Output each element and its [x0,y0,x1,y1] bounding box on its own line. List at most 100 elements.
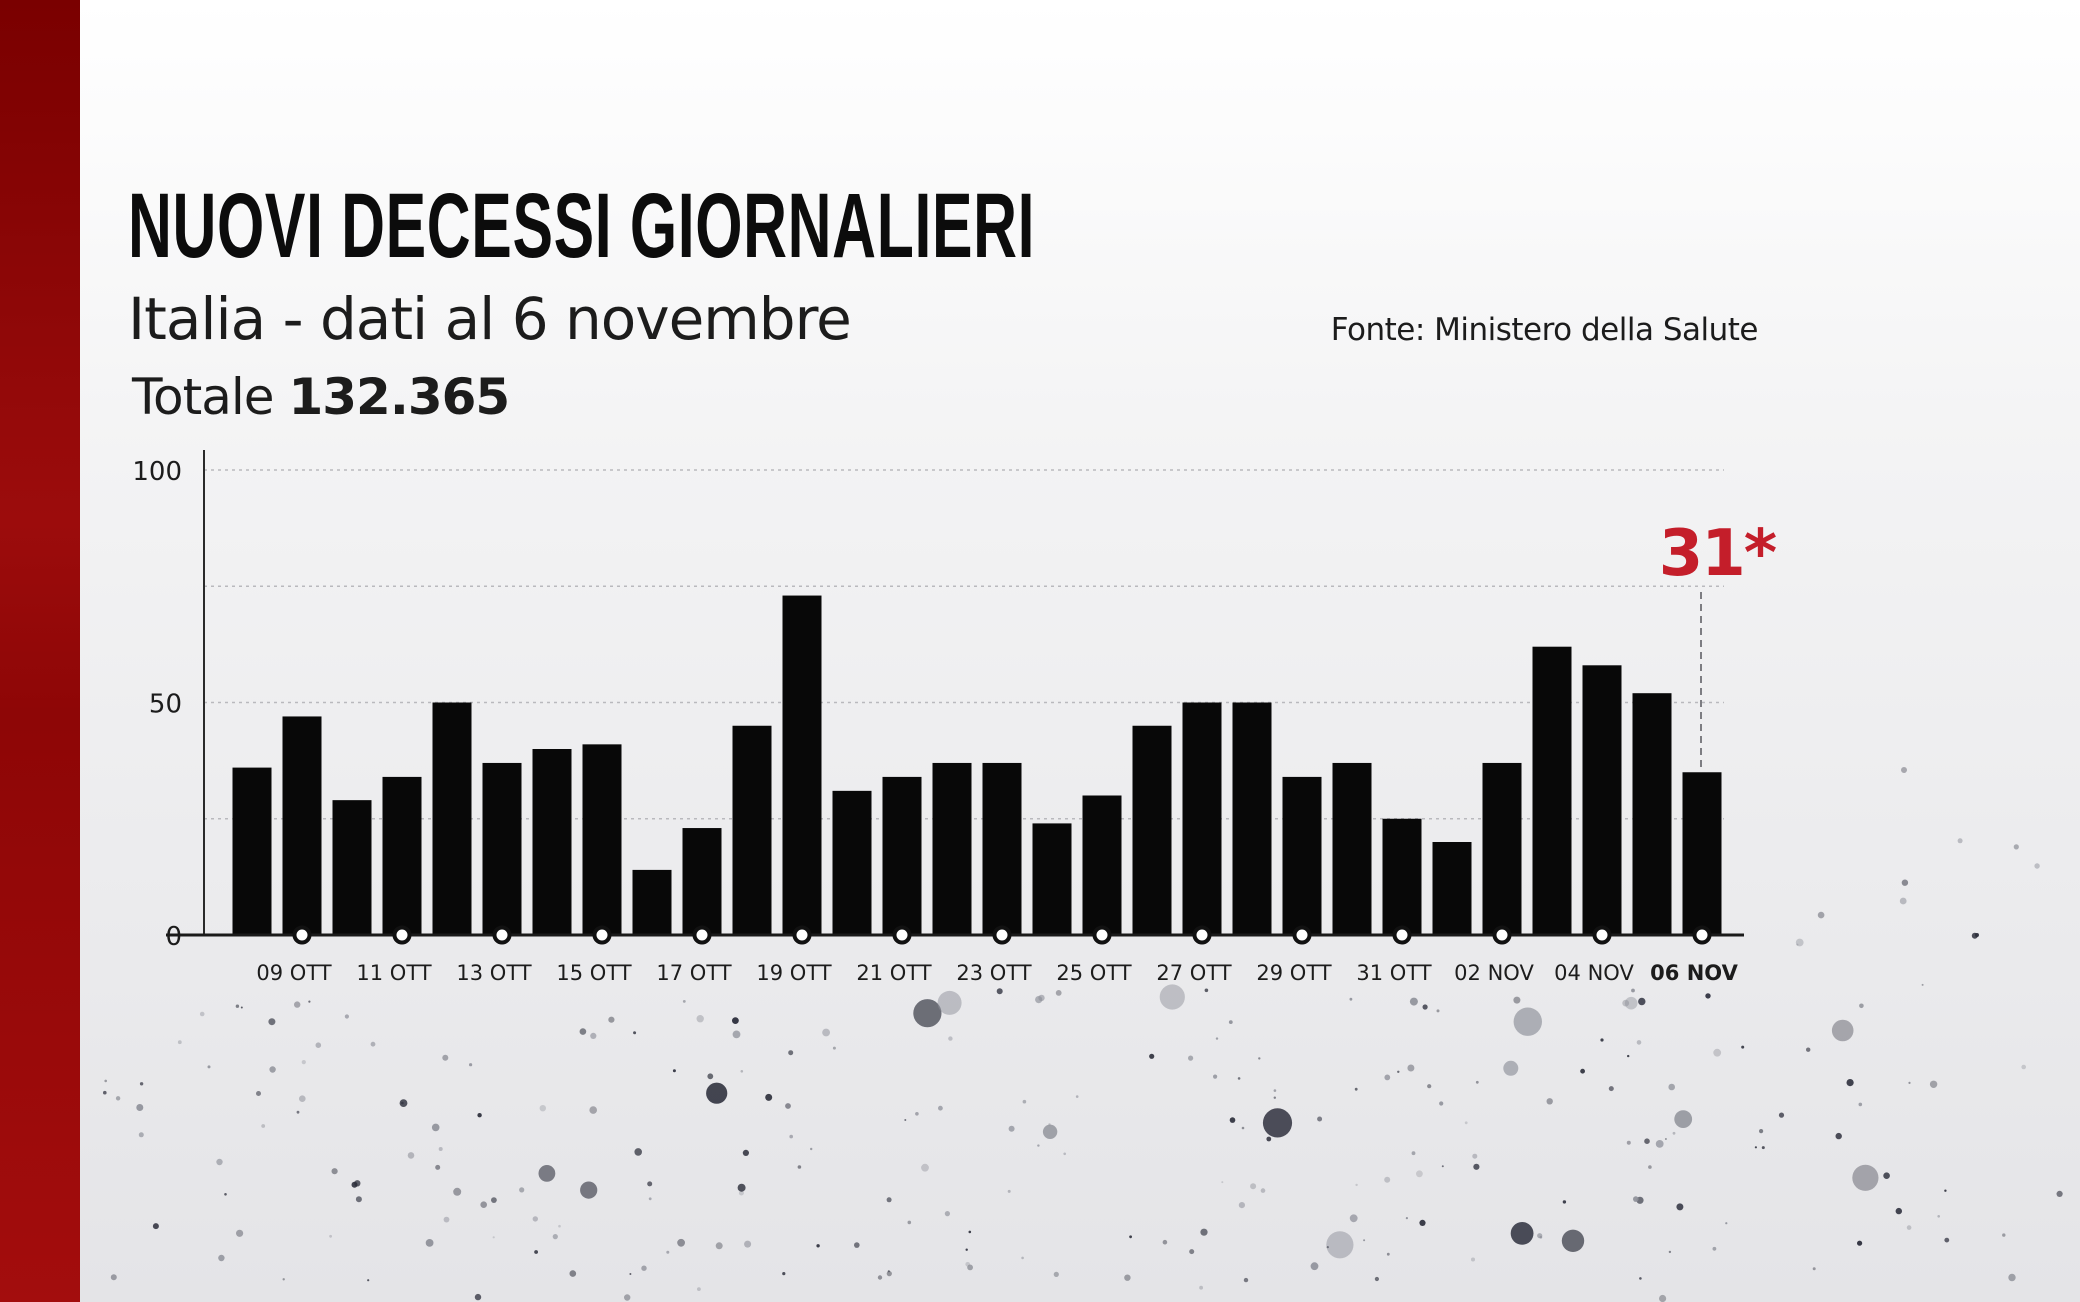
speckle-dot [1386,1252,1390,1256]
speckle-dot [1441,1165,1444,1168]
speckle-dot [580,1181,598,1199]
speckle-dot [1631,988,1635,993]
speckle-dot [965,1262,970,1267]
bar [382,776,422,935]
speckle-dot [1229,1117,1236,1123]
speckle-dot [152,1223,159,1230]
bar [232,767,272,935]
speckle-dot [937,990,962,1015]
bar [282,716,322,935]
speckle-dot [1260,1188,1266,1193]
bar [582,744,622,935]
speckle-dot [1409,997,1418,1006]
speckle-dot [2013,844,2019,850]
speckle-dot [765,1093,773,1101]
speckle-dot [1221,1181,1224,1184]
speckle-dot [737,1183,746,1192]
bar [882,776,922,935]
bar [1132,725,1172,935]
speckle-dot [624,1294,631,1301]
speckle-dot [1672,1131,1676,1135]
speckle-dot [1895,1207,1903,1215]
x-tick-label: 17 OTT [656,961,731,985]
speckle-dot [965,1248,968,1251]
speckle-dot [1608,1086,1614,1092]
speckle-dot [110,1274,117,1281]
speckle-dot [1906,1225,1912,1230]
speckle-dot [1636,1040,1642,1045]
speckle-dot [1859,1003,1864,1009]
speckle-dot [1513,996,1521,1004]
speckle-dot [887,1270,890,1273]
speckle-dot [1237,1077,1241,1080]
speckle-dot [968,1230,972,1234]
speckle-dot [590,1032,597,1039]
speckle-dot [1929,1080,1938,1089]
speckle-dot [469,1063,473,1067]
x-tick-marker [592,925,612,945]
x-tick-marker [892,925,912,945]
bar [1632,693,1672,935]
speckle-dot [1250,1183,1257,1190]
speckle-dot [1944,1189,1947,1192]
bar [1032,823,1072,935]
speckle-dot [136,1104,144,1111]
speckle-dot [1761,1146,1765,1150]
speckle-dot [1510,1222,1534,1245]
bar [332,800,372,935]
speckle-dot [177,1040,182,1045]
speckle-dot [1258,1057,1261,1060]
speckle-dot [1812,1267,1816,1271]
speckle-dot [480,1201,488,1208]
bar [1582,665,1622,935]
speckle-dot [967,1264,973,1271]
speckle-dot [1846,1079,1854,1087]
x-tick-label: 11 OTT [356,961,431,985]
speckle-dot [915,1112,919,1116]
speckle-dot [1055,990,1062,996]
speckle-dot [1921,983,1924,986]
speckle-dot [477,1113,482,1118]
speckle-dot [261,1124,266,1128]
speckle-dot [1664,1138,1667,1140]
speckle-dot [425,1239,434,1247]
speckle-dot [367,1279,370,1282]
bar [1382,818,1422,935]
speckle-dot [782,1272,786,1276]
source-credit: Fonte: Ministero della Salute [1330,312,1759,348]
speckle-dot [1326,1231,1354,1259]
speckle-dot [1852,1164,1879,1191]
speckle-dot [532,1216,538,1222]
speckle-dot [1129,1235,1132,1239]
speckle-dot [139,1082,144,1086]
speckle-dot [299,1095,306,1102]
speckle-dot [1243,1277,1249,1283]
speckle-dot [1562,1200,1567,1204]
speckle-dot [354,1180,361,1187]
speckle-dot [1411,1151,1416,1156]
speckle-dot [1626,1140,1631,1145]
speckle-dot [1189,1249,1195,1255]
y-tick-label: 50 [149,690,182,720]
speckle-dot [443,1216,450,1223]
speckle-dot [282,1278,285,1281]
speckle-dot [1668,1250,1672,1254]
speckle-dot [1048,1123,1051,1126]
speckle-dot [1741,1045,1745,1049]
speckle-dot [1676,1203,1684,1211]
speckle-dot [944,1211,951,1217]
speckle-dot [740,1070,744,1073]
x-tick-label: 27 OTT [1156,961,1231,985]
x-tick-marker [1692,925,1712,945]
speckle-dot [1035,996,1043,1004]
speckle-dot [854,1242,860,1248]
x-tick-label: 06 NOV [1650,961,1738,985]
speckle-dot [1857,1240,1863,1246]
chart-subtitle: Italia - dati al 6 novembre [128,285,852,353]
speckle-dot [538,1165,556,1182]
bar [682,828,722,935]
bar [532,749,572,935]
speckle-dot [104,1079,107,1083]
speckle-dot [1238,1202,1245,1209]
speckle-dot [2021,1064,2026,1070]
